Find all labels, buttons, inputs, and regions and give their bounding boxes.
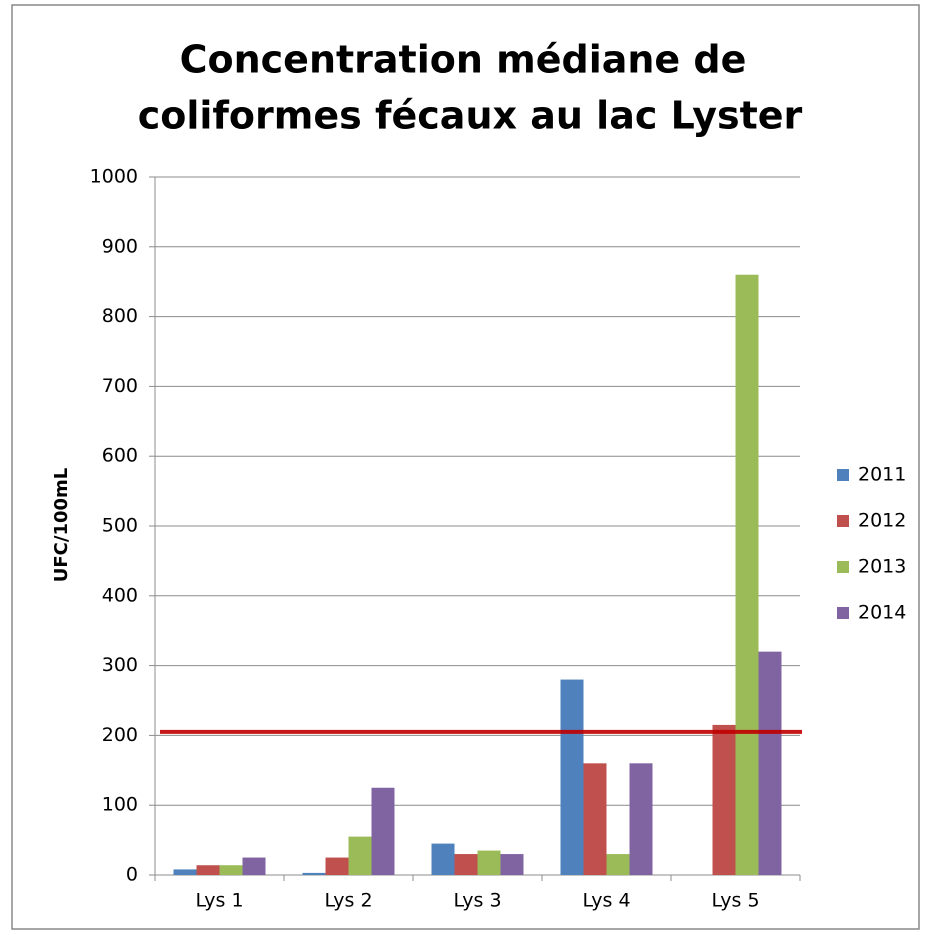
bar	[606, 854, 630, 875]
y-tick-label: 800	[102, 305, 138, 327]
y-tick-label: 500	[102, 515, 138, 537]
x-tick-label: Lys 5	[711, 890, 759, 912]
bar	[629, 763, 653, 875]
bar	[325, 857, 349, 875]
bar	[173, 869, 197, 875]
chart-title: Concentration médiane de	[180, 38, 747, 82]
legend-swatch	[837, 561, 849, 573]
y-axis-label: UFC/100mL	[51, 468, 72, 583]
y-tick-label: 0	[126, 864, 138, 886]
bar	[477, 850, 501, 875]
bar	[371, 787, 395, 875]
y-tick-label: 400	[102, 584, 138, 606]
legend-label: 2014	[858, 602, 906, 624]
y-tick-label: 600	[102, 445, 138, 467]
legend-swatch	[837, 515, 849, 527]
bar	[196, 865, 220, 875]
legend-swatch	[837, 607, 849, 619]
legend-swatch	[837, 469, 849, 481]
bar	[242, 857, 266, 875]
chart-border	[11, 4, 920, 930]
x-tick-label: Lys 3	[453, 890, 501, 912]
legend-label: 2012	[858, 510, 906, 532]
bar	[454, 854, 478, 875]
legend-label: 2013	[858, 556, 906, 578]
bar	[219, 865, 243, 875]
bar	[431, 843, 455, 875]
bar	[712, 724, 736, 875]
bar	[735, 274, 759, 876]
bar	[560, 679, 584, 875]
y-tick-label: 900	[102, 235, 138, 257]
bar	[302, 872, 326, 875]
x-tick-label: Lys 1	[195, 890, 243, 912]
bar	[758, 651, 782, 875]
y-tick-label: 1000	[90, 166, 138, 188]
legend-label: 2011	[858, 464, 906, 486]
x-tick-label: Lys 2	[324, 890, 372, 912]
bar	[500, 854, 524, 875]
y-tick-label: 100	[102, 794, 138, 816]
y-tick-label: 700	[102, 375, 138, 397]
bar	[583, 763, 607, 875]
x-tick-label: Lys 4	[582, 890, 630, 912]
y-tick-label: 200	[102, 724, 138, 746]
bar	[348, 836, 372, 875]
chart-title: coliformes fécaux au lac Lyster	[138, 94, 803, 138]
y-tick-label: 300	[102, 654, 138, 676]
